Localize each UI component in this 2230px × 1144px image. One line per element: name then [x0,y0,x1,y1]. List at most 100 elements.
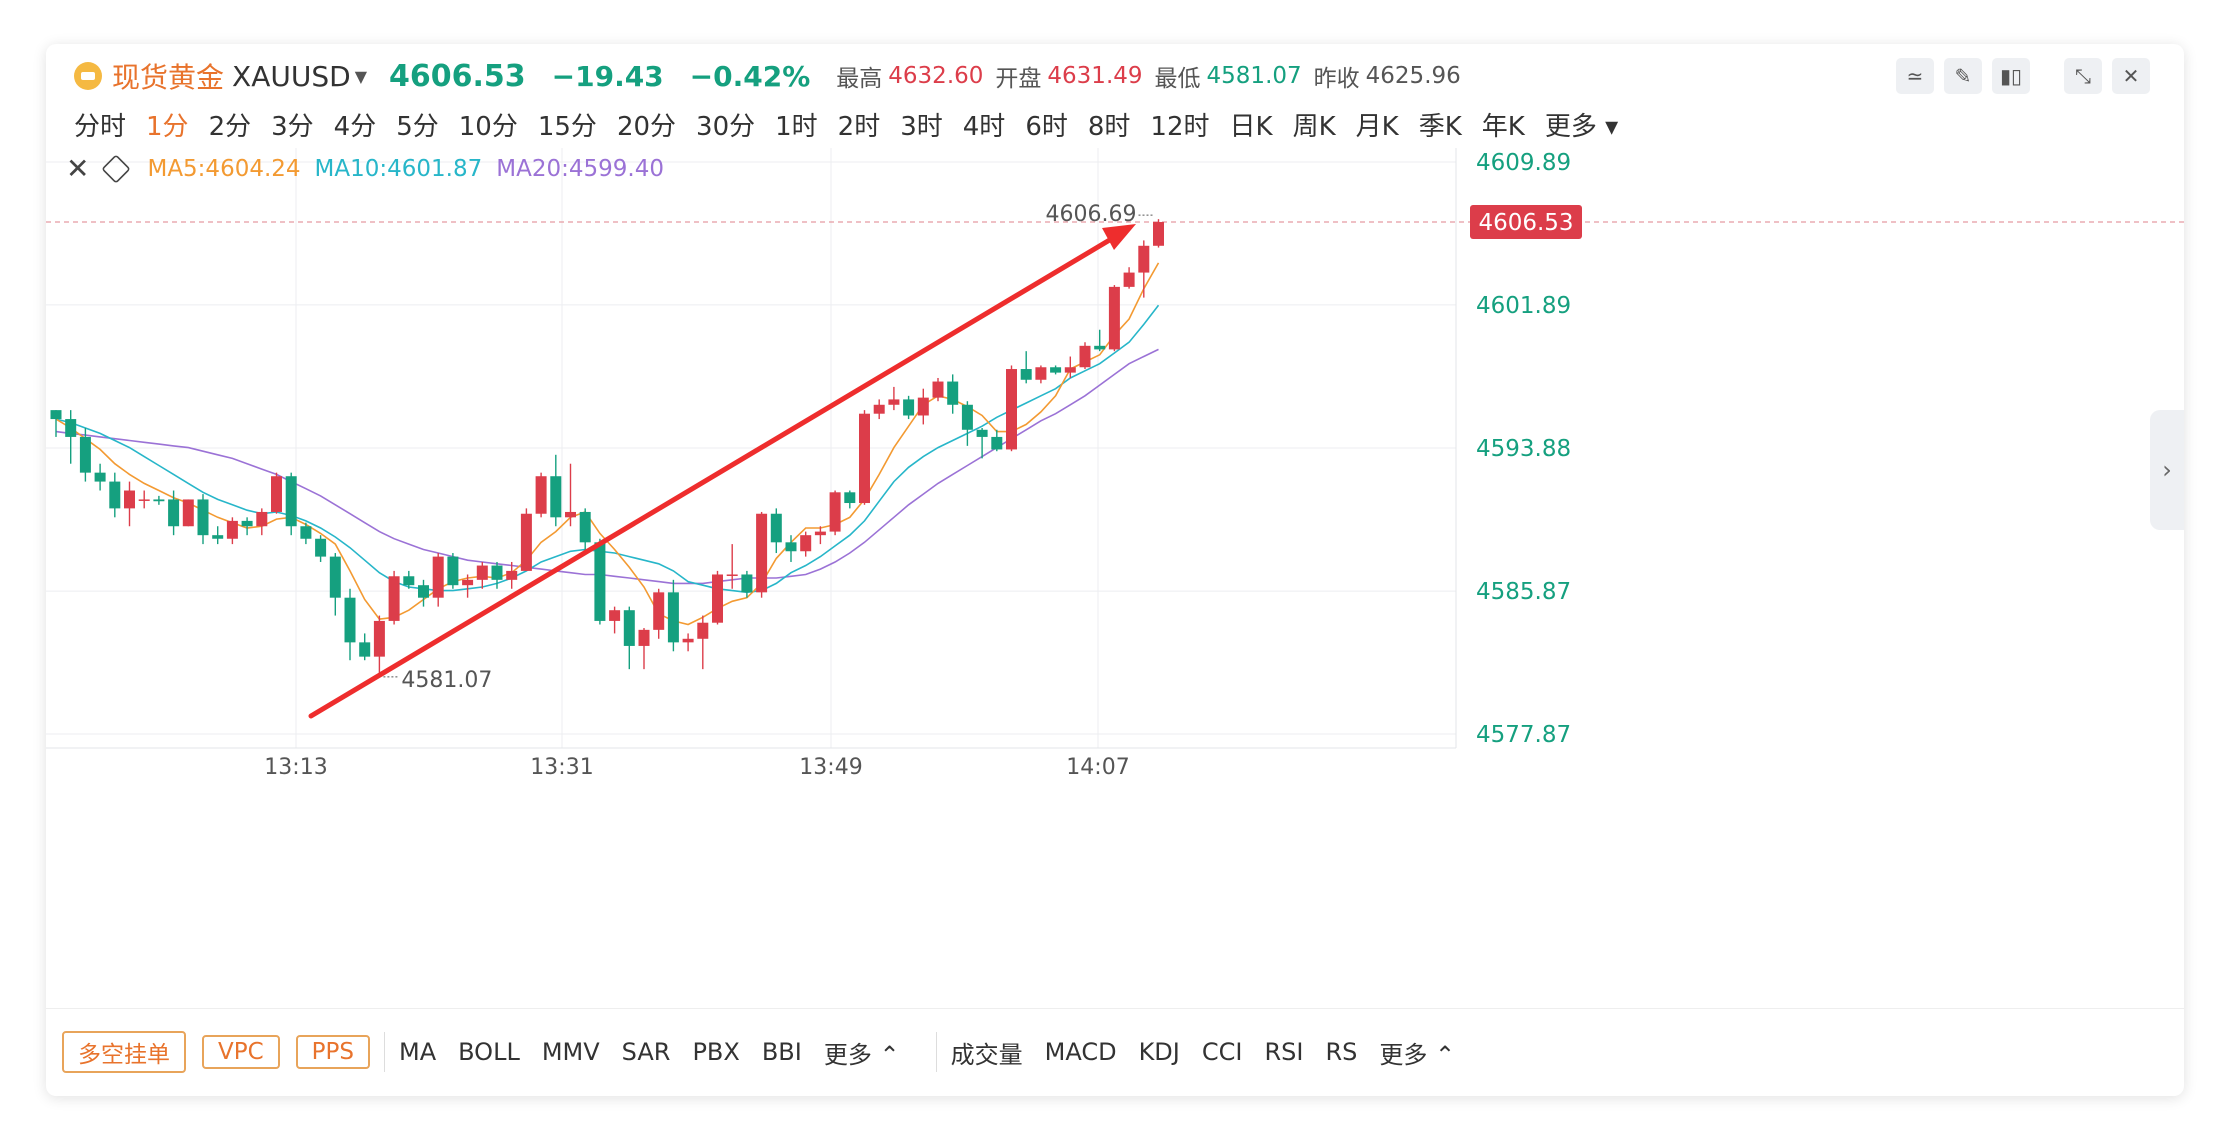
candle-body [506,570,518,580]
period-tab[interactable]: 15分 [537,111,597,142]
overlay-button[interactable]: PPS [295,1035,371,1069]
last-price: 4606.53 [389,58,526,94]
prev-close-value: 4625.96 [1365,63,1461,89]
expand-panel-icon[interactable]: › [2150,410,2184,530]
chart-window: 现货黄金 XAUUSD ▼ 4606.53 −19.43 −0.42% 最高 4… [46,44,2184,1096]
sub-indicator[interactable]: MACD [1044,1038,1117,1066]
main-indicator[interactable]: SAR [621,1038,671,1066]
x-tick-label: 13:13 [264,755,327,780]
period-tab[interactable]: 1时 [775,111,818,142]
period-tab[interactable]: 周K [1292,111,1336,142]
main-indicator[interactable]: MA [399,1038,437,1066]
candle-body [770,513,782,543]
period-tab[interactable]: 1分 [146,111,189,142]
candle-body [168,499,180,527]
y-tick-label: 4601.89 [1476,293,1571,319]
settings-icon[interactable] [101,153,132,184]
period-tab[interactable]: 4时 [962,111,1006,142]
candle-body [344,597,356,643]
candle-body [403,576,415,586]
candle-body [800,535,812,552]
candle-body [917,397,929,416]
candle-body [1108,286,1120,350]
candle-body [535,476,547,514]
period-tab[interactable]: 日K [1229,111,1273,142]
period-tab[interactable]: 分时 [74,111,127,142]
period-tab[interactable]: 5分 [396,111,439,142]
high-marker-label: 4606.69 [1046,202,1137,227]
main-indicator[interactable]: BOLL [458,1038,520,1066]
period-tab[interactable]: 3时 [900,111,943,142]
current-price-label: 4606.53 [1478,210,1573,236]
period-tab[interactable]: 2分 [208,111,252,142]
instrument-name[interactable]: 现货黄金 [112,61,225,94]
candle-body [1064,367,1076,373]
chart-type-icon[interactable]: ≃ [1896,58,1934,94]
x-tick-label: 13:49 [799,755,862,780]
candle-body [667,592,679,643]
y-tick-label: 4593.88 [1476,436,1571,462]
overlay-button[interactable]: 多空挂单 [62,1031,186,1073]
candle-body [550,476,562,518]
period-tab[interactable]: 2时 [837,111,881,142]
candle-body [594,542,606,621]
candle-style-icon[interactable]: ▮▯ [1992,58,2030,94]
gold-bar-icon [74,62,102,90]
candle-body [726,574,738,576]
period-tab[interactable]: 季K [1418,111,1462,142]
candle-body [756,513,768,593]
current-price-tag [1470,205,1582,240]
candle-body [741,574,753,593]
candle-body [682,638,694,643]
candle-body [579,511,591,543]
candle-body [329,556,341,598]
main-indicator[interactable]: 更多 ⌃ [823,1040,900,1069]
sub-indicator[interactable]: CCI [1201,1038,1243,1066]
sub-indicator[interactable]: KDJ [1138,1038,1180,1066]
period-tab[interactable]: 20分 [616,111,677,142]
candle-body [697,622,709,639]
period-tab[interactable]: 8时 [1087,111,1131,142]
sub-indicator[interactable]: 更多 ⌃ [1379,1040,1456,1069]
candle-body [388,576,400,621]
candle-body [226,520,238,539]
candle-body [138,499,150,501]
period-tab[interactable]: 10分 [458,111,518,142]
instrument-symbol[interactable]: XAUUSD [232,59,351,93]
period-tab[interactable]: 30分 [696,111,756,142]
period-tab[interactable]: 月K [1355,111,1399,142]
main-indicator[interactable]: PBX [692,1038,740,1066]
candle-body [153,499,165,502]
period-tab[interactable]: 6时 [1025,111,1068,142]
symbol-dropdown-icon[interactable]: ▼ [354,66,367,86]
candle-body [124,490,135,509]
prev-close-label: 昨收 [1313,66,1360,92]
close-icon[interactable]: ✕ [2112,58,2150,94]
sub-indicator[interactable]: 成交量 [950,1040,1023,1069]
candle-body [241,520,253,527]
sub-indicator[interactable]: RSI [1264,1038,1304,1066]
overlay-button[interactable]: VPC [202,1035,280,1069]
high-label: 最高 [836,66,883,92]
period-tab[interactable]: 更多 ▾ [1544,111,1619,142]
x-tick-label: 13:31 [530,755,593,780]
candle-body [653,592,665,630]
candlestick-chart[interactable]: 4609.89 4601.89 4593.88 4585.87 4577.87 13:13… [46,148,2184,1008]
main-indicator[interactable]: MMV [541,1038,600,1066]
candle-body [638,629,650,646]
candle-body [991,436,1003,450]
open-value: 4631.49 [1047,63,1143,89]
period-tab[interactable]: 年K [1481,111,1525,142]
sub-indicator[interactable]: RS [1325,1038,1358,1066]
y-tick-label: 4577.87 [1476,722,1571,748]
candle-body [271,476,282,512]
main-indicator[interactable]: BBI [761,1038,802,1066]
close-indicator-icon[interactable]: ✕ [66,152,90,185]
period-tab[interactable]: 12时 [1150,111,1210,142]
candle-body [50,410,62,420]
ma20-label: MA20:4599.40 [496,155,664,182]
draw-pen-icon[interactable]: ✎ [1944,58,1982,94]
period-tab[interactable]: 4分 [333,111,377,142]
collapse-icon[interactable]: ⤡ [2064,58,2102,94]
period-tab[interactable]: 3分 [271,111,314,142]
